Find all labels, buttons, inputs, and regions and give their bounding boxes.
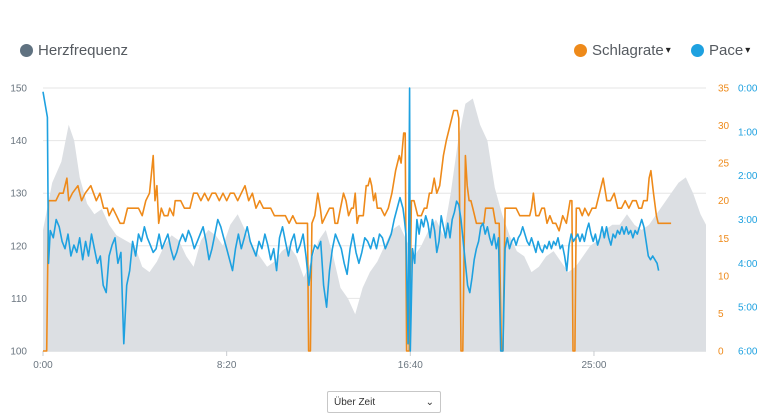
x-axis-mode-select[interactable]: Über Zeit ⌄ [327,391,441,413]
legend-dot-schlagrate [574,44,587,57]
series-schlagrate-line [43,109,672,352]
chevron-down-icon[interactable]: ▾ [745,45,751,56]
x-tick-label: 0:00 [33,360,53,371]
y-left-tick-label: 130 [10,189,27,200]
y-left-tick-label: 100 [10,347,27,358]
x-tick-label: 8:20 [217,360,237,371]
series-pace-line [42,87,660,352]
y-right-cadence-tick-label: 0 [718,347,724,358]
legend-dot-pace [691,44,704,57]
y-right-cadence-tick-label: 30 [718,121,730,132]
y-right-pace-tick-label: 6:00 [738,347,758,358]
y-left-tick-label: 110 [11,294,27,305]
legend-item-pace[interactable]: Pace ▾ [691,42,750,59]
y-left-tick-label: 120 [10,241,27,252]
x-tick-label: 25:00 [581,360,606,371]
y-right-pace-tick-label: 4:00 [738,259,758,270]
y-right-pace-tick-label: 1:00 [738,127,758,138]
y-right-pace-tick-label: 2:00 [738,171,758,182]
y-right-cadence-tick-label: 25 [718,159,730,170]
x-axis-mode-value: Über Zeit [334,396,376,408]
y-right-cadence-tick-label: 10 [718,271,730,282]
y-left-tick-label: 140 [10,136,27,147]
y-right-pace-tick-label: 5:00 [738,303,758,314]
legend-label-herzfrequenz: Herzfrequenz [38,42,129,59]
chart-svg: 100 110 120 130 140 150 0 5 10 15 20 25 30 35 6:00 5:00… [10,84,758,372]
legend-label-schlagrate: Schlagrate [592,42,664,59]
y-right-cadence-tick-label: 15 [718,234,730,245]
y-right-cadence-tick-label: 20 [718,196,730,207]
y-right-cadence-tick-label: 5 [718,309,724,320]
y-left-tick-label: 150 [10,84,27,95]
legend-item-schlagrate[interactable]: Schlagrate ▾ [574,42,671,59]
y-right-pace-tick-label: 3:00 [738,215,758,226]
y-right-cadence-tick-label: 35 [718,84,730,95]
x-tick-label: 16:40 [398,360,423,371]
series-herzfrequenz-area [43,98,706,351]
legend-dot-herzfrequenz [20,44,33,57]
legend-item-herzfrequenz[interactable]: Herzfrequenz [20,42,128,59]
chevron-down-icon[interactable]: ▾ [665,45,671,56]
y-right-pace-tick-label: 0:00 [738,84,758,95]
chevron-down-icon: ⌄ [425,396,434,408]
legend-label-pace: Pace [709,42,744,59]
